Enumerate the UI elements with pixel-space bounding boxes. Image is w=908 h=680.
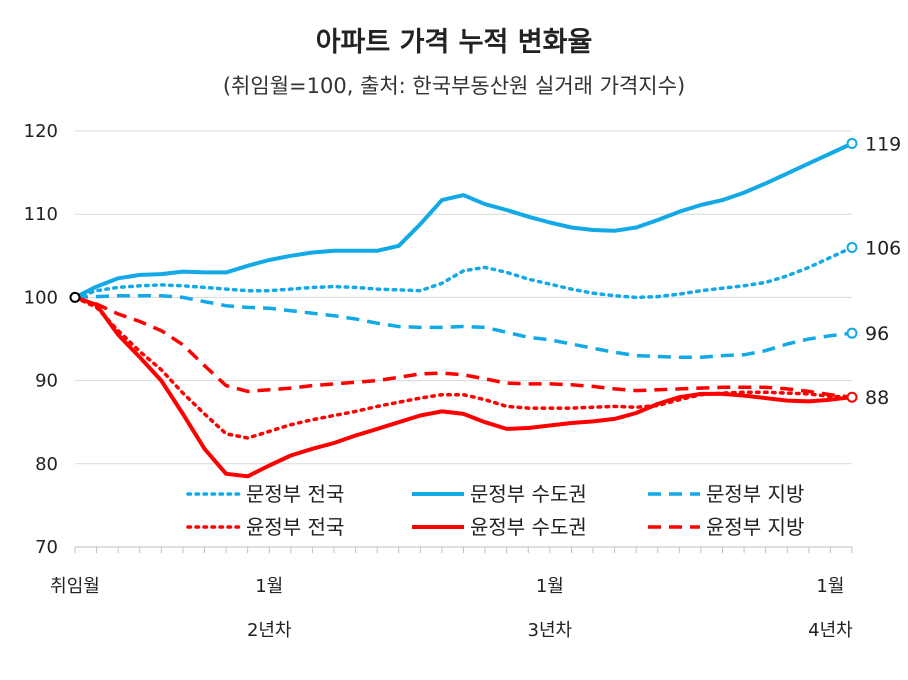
end-labels: 106 119 96 88 — [846, 133, 901, 409]
x-tick-label: 1월 — [536, 576, 564, 597]
x-axis: 취임월 1월 2년차 1월 3년차 1월 4년차 — [50, 546, 853, 641]
legend-label: 윤정부 지방 — [706, 515, 804, 539]
y-tick-label: 90 — [35, 371, 58, 392]
end-marker — [846, 327, 858, 339]
y-tick-label: 80 — [35, 454, 58, 475]
series-line — [73, 245, 854, 300]
y-tick-label: 70 — [35, 537, 58, 558]
legend-label: 문정부 수도권 — [470, 482, 587, 506]
end-marker — [846, 241, 858, 253]
end-label: 119 — [865, 133, 901, 155]
y-tick-label: 110 — [24, 204, 58, 225]
x-tick-sublabel: 2년차 — [247, 620, 292, 641]
chart-subtitle: (취임월=100, 출처: 한국부동산원 실거래 가격지수) — [222, 74, 686, 98]
series-lines — [69, 141, 854, 479]
x-tick-label: 1월 — [255, 576, 283, 597]
legend-label: 윤정부 전국 — [246, 515, 344, 539]
legend-label: 문정부 전국 — [246, 482, 344, 506]
series-line — [73, 295, 854, 440]
y-tick-label: 100 — [24, 287, 58, 308]
chart-title: 아파트 가격 누적 변화율 — [315, 27, 593, 58]
y-tick-label: 120 — [24, 121, 58, 142]
end-label: 106 — [865, 237, 901, 259]
legend-label: 윤정부 수도권 — [470, 515, 587, 539]
series-line — [74, 141, 853, 300]
x-tick-sublabel: 3년차 — [528, 620, 573, 641]
gridlines — [75, 130, 852, 465]
end-marker — [846, 137, 858, 149]
series-line — [74, 295, 853, 479]
y-axis-labels: 70 80 90 100 110 120 — [24, 121, 58, 558]
x-tick-label: 1월 — [816, 576, 844, 597]
end-marker — [846, 391, 858, 403]
series-line — [74, 295, 853, 399]
x-tick-sublabel: 4년차 — [808, 620, 853, 641]
legend-label: 문정부 지방 — [706, 482, 804, 506]
end-label: 88 — [865, 387, 889, 409]
series-line — [74, 293, 853, 360]
end-label: 96 — [865, 323, 889, 345]
x-tick-label: 취임월 — [50, 576, 100, 597]
start-marker — [69, 291, 81, 303]
